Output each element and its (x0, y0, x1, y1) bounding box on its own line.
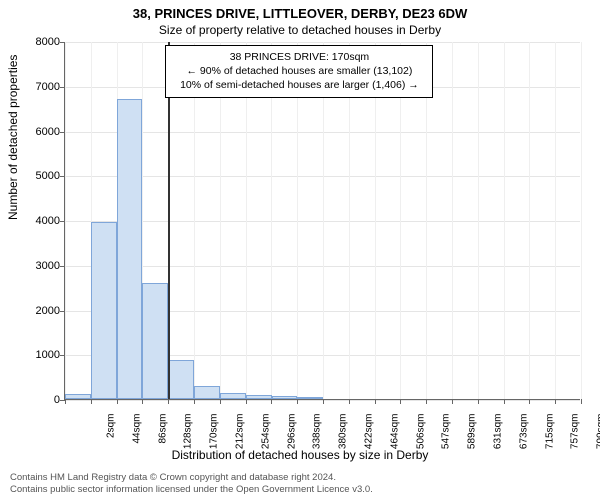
xtick-mark (426, 399, 427, 404)
ytick-label: 3000 (10, 260, 60, 272)
xtick-mark (117, 399, 118, 404)
xtick-mark (142, 399, 143, 404)
gridline-v (581, 42, 582, 399)
ytick-label: 7000 (10, 81, 60, 93)
annotation-line: 38 PRINCES DRIVE: 170sqm (172, 50, 426, 64)
ytick-label: 5000 (10, 170, 60, 182)
histogram-bar (65, 394, 91, 399)
chart-title: 38, PRINCES DRIVE, LITTLEOVER, DERBY, DE… (0, 6, 600, 21)
footer-line-1: Contains HM Land Registry data © Crown c… (10, 472, 373, 484)
xtick-mark (478, 399, 479, 404)
xtick-mark (375, 399, 376, 404)
histogram-bar (220, 393, 246, 399)
histogram-bar (168, 360, 194, 399)
ytick-label: 4000 (10, 215, 60, 227)
gridline-v (504, 42, 505, 399)
gridline-v (555, 42, 556, 399)
gridline-v (478, 42, 479, 399)
ytick-label: 0 (10, 394, 60, 406)
gridline-v (452, 42, 453, 399)
ytick-label: 1000 (10, 349, 60, 361)
xtick-mark (400, 399, 401, 404)
histogram-bar (246, 395, 272, 399)
gridline-v (65, 42, 66, 399)
plot-area: 38 PRINCES DRIVE: 170sqm← 90% of detache… (64, 42, 580, 400)
xtick-mark (194, 399, 195, 404)
histogram-bar (91, 222, 117, 399)
histogram-bar (272, 396, 298, 399)
histogram-bar (297, 397, 323, 399)
annotation-line: ← 90% of detached houses are smaller (13… (172, 64, 426, 78)
annotation-box: 38 PRINCES DRIVE: 170sqm← 90% of detache… (165, 45, 433, 98)
xtick-mark (220, 399, 221, 404)
xtick-mark (349, 399, 350, 404)
xtick-mark (65, 399, 66, 404)
ytick-label: 6000 (10, 126, 60, 138)
xtick-mark (452, 399, 453, 404)
histogram-bar (142, 283, 168, 399)
x-axis-label: Distribution of detached houses by size … (0, 448, 600, 462)
histogram-bar (194, 386, 220, 399)
xtick-mark (581, 399, 582, 404)
xtick-mark (555, 399, 556, 404)
xtick-mark (504, 399, 505, 404)
chart-subtitle: Size of property relative to detached ho… (0, 23, 600, 37)
annotation-line: 10% of semi-detached houses are larger (… (172, 78, 426, 92)
xtick-mark (246, 399, 247, 404)
footer-attribution: Contains HM Land Registry data © Crown c… (10, 472, 373, 496)
histogram-chart: 38, PRINCES DRIVE, LITTLEOVER, DERBY, DE… (0, 0, 600, 500)
ytick-label: 8000 (10, 36, 60, 48)
histogram-bar (117, 99, 143, 399)
xtick-mark (168, 399, 169, 404)
xtick-mark (297, 399, 298, 404)
xtick-mark (91, 399, 92, 404)
xtick-mark (271, 399, 272, 404)
xtick-mark (323, 399, 324, 404)
gridline-v (529, 42, 530, 399)
xtick-mark (529, 399, 530, 404)
ytick-label: 2000 (10, 305, 60, 317)
footer-line-2: Contains public sector information licen… (10, 484, 373, 496)
